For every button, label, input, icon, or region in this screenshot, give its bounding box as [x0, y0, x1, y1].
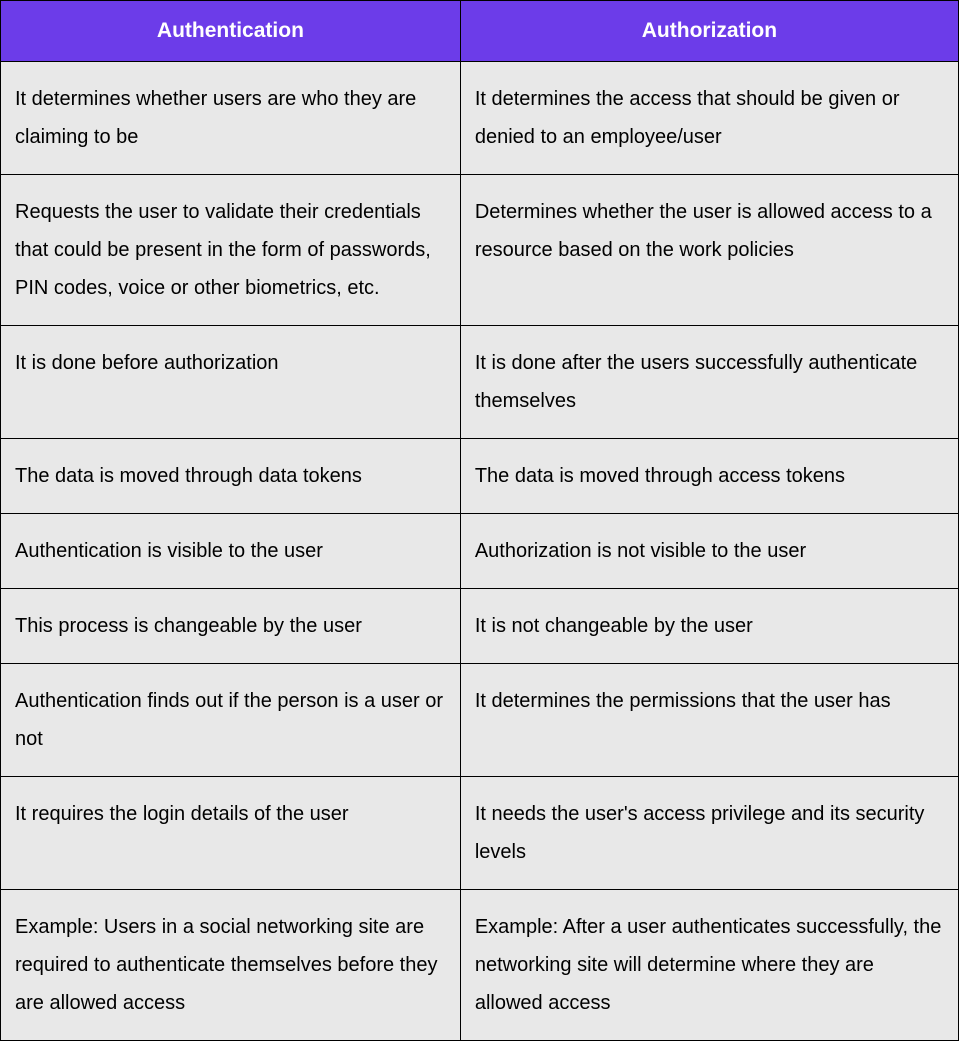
cell-authentication: Requests the user to validate their cred…	[1, 175, 461, 326]
comparison-table: Authentication Authorization It determin…	[0, 0, 959, 1041]
table-row: Example: Users in a social networking si…	[1, 890, 959, 1041]
cell-authorization: Example: After a user authenticates succ…	[460, 890, 958, 1041]
cell-authorization: It needs the user's access privilege and…	[460, 777, 958, 890]
cell-authentication: It requires the login details of the use…	[1, 777, 461, 890]
table-row: It is done before authorization It is do…	[1, 326, 959, 439]
cell-authorization: It determines the permissions that the u…	[460, 664, 958, 777]
cell-authorization: It determines the access that should be …	[460, 62, 958, 175]
cell-authentication: Example: Users in a social networking si…	[1, 890, 461, 1041]
cell-authentication: This process is changeable by the user	[1, 589, 461, 664]
cell-authentication: It determines whether users are who they…	[1, 62, 461, 175]
table-header-row: Authentication Authorization	[1, 1, 959, 62]
cell-authentication: The data is moved through data tokens	[1, 439, 461, 514]
cell-authorization: The data is moved through access tokens	[460, 439, 958, 514]
cell-authorization: It is done after the users successfully …	[460, 326, 958, 439]
cell-authentication: It is done before authorization	[1, 326, 461, 439]
cell-authentication: Authentication is visible to the user	[1, 514, 461, 589]
header-authentication: Authentication	[1, 1, 461, 62]
table-row: The data is moved through data tokens Th…	[1, 439, 959, 514]
header-authorization: Authorization	[460, 1, 958, 62]
table-row: It determines whether users are who they…	[1, 62, 959, 175]
table-row: This process is changeable by the user I…	[1, 589, 959, 664]
cell-authorization: It is not changeable by the user	[460, 589, 958, 664]
table-row: Authentication finds out if the person i…	[1, 664, 959, 777]
cell-authorization: Authorization is not visible to the user	[460, 514, 958, 589]
table-row: Requests the user to validate their cred…	[1, 175, 959, 326]
table-row: Authentication is visible to the user Au…	[1, 514, 959, 589]
cell-authentication: Authentication finds out if the person i…	[1, 664, 461, 777]
cell-authorization: Determines whether the user is allowed a…	[460, 175, 958, 326]
table-row: It requires the login details of the use…	[1, 777, 959, 890]
